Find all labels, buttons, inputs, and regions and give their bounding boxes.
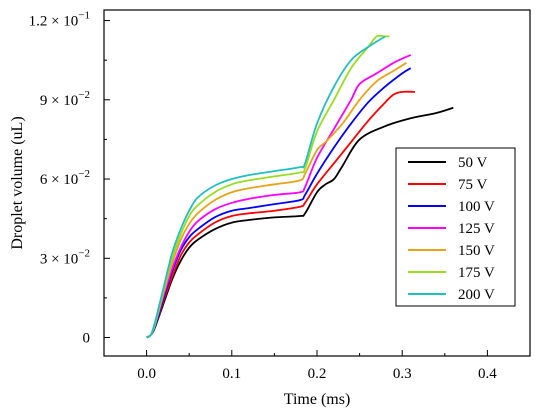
y-axis-title: Droplet volume (uL) [9,116,26,249]
legend-label: 50 V [458,155,487,171]
y-tick-label: 3 × 10−2 [40,247,90,267]
series-line-3 [146,67,412,339]
y-tick-mantissa: 9 × 10 [40,93,78,109]
y-tick-label: 9 × 10−2 [40,89,90,109]
legend-label: 75 V [458,177,487,193]
legend-label: 100 V [458,199,495,215]
series-lines [146,34,454,339]
x-tick-label: 0.0 [137,366,156,382]
y-tick-label: 1.2 × 10−1 [29,10,90,30]
y-tick-mantissa: 0 [83,331,91,347]
x-tick-label: 0.1 [222,366,241,382]
legend-label: 175 V [458,265,495,281]
legend-label: 125 V [458,221,495,237]
legend-label: 200 V [458,287,495,303]
series-line-4 [146,54,412,339]
series-line-7 [146,35,386,339]
y-tick-label: 0 [83,331,91,347]
legend: 50 V 75 V 100 V 125 V 150 V 175 V 200 V [395,147,516,307]
y-tick-mantissa: 1.2 × 10 [29,14,79,30]
legend-label: 150 V [458,243,495,259]
x-tick-label: 0.3 [393,366,412,382]
series-line-6 [146,34,390,339]
series-line-2 [146,90,415,339]
y-tick-exponent: −1 [78,10,90,22]
x-tick-label: 0.2 [308,366,327,382]
x-axis: 0.0 0.1 0.2 0.3 0.4 [137,350,497,382]
x-axis-title: Time (ms) [284,391,351,408]
y-tick-mantissa: 6 × 10 [40,172,78,188]
x-tick-label: 0.4 [478,366,497,382]
y-tick-label: 6 × 10−2 [40,168,90,188]
y-tick-exponent: −2 [78,168,90,180]
y-tick-mantissa: 3 × 10 [40,251,78,267]
y-tick-exponent: −2 [78,89,90,101]
y-tick-exponent: −2 [78,247,90,259]
y-axis: 03 × 10−26 × 10−29 × 10−21.2 × 10−1 [29,10,110,347]
